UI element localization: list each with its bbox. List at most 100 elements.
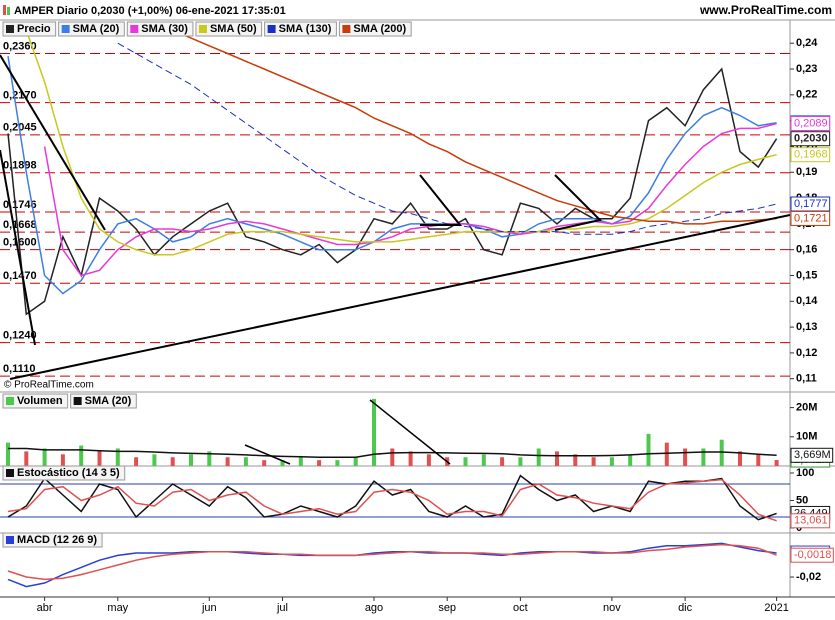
level-label: 0,1668 [3,219,37,231]
legend-box [2,532,103,548]
volume-bar [756,454,761,466]
legend-label: SMA (20) [73,23,120,35]
trend-line [419,174,463,226]
volume-bar [701,448,706,466]
series-line [7,543,777,581]
legend-box [264,21,337,37]
legend-label: SMA (20) [85,395,132,407]
volume-bar [317,460,322,466]
volume-bar [170,457,175,466]
logo [7,7,10,15]
volume-bar [152,454,157,466]
volume-bar [426,454,431,466]
level-label: 0,1600 [3,237,37,249]
last-value-label: 13,061 [794,515,828,527]
y-tick-label: 0,23 [796,63,817,75]
last-value-box [790,447,834,463]
series-line [7,542,777,588]
volume-bar [628,454,633,466]
legend-swatch [130,25,139,33]
volume-bar [591,457,596,466]
y-tick-label: 10M [796,431,817,443]
series-line [7,55,777,295]
legend-box [126,21,194,37]
last-value-label: 0,1721 [794,212,828,224]
volume-bar [408,451,413,466]
volume-bar [738,451,742,466]
legend-swatch [267,25,276,33]
last-value-box [790,210,831,226]
y-tick-label: 100 [796,467,814,479]
legend-swatch [6,397,14,405]
series-line [8,447,777,458]
header-site: www.ProRealTime.com [699,3,832,17]
series-line [7,474,777,521]
volume-bar [463,457,468,466]
last-value-label: 0,2030 [794,133,828,145]
volume-bar [24,451,29,466]
y-tick-label: 0,13 [796,321,817,333]
volume-bar [683,448,688,466]
trend-line [0,149,36,346]
y-tick-label: 0,12 [796,347,817,359]
volume-bar [262,460,267,466]
volume-bar [60,454,65,466]
volume-bar [97,451,102,466]
legend-label: SMA (30) [141,23,188,35]
x-tick-label: may [107,602,128,614]
volume-bar [353,457,358,466]
volume-bar [481,454,486,466]
x-tick-label: oct [513,602,528,614]
legend-box [2,393,69,409]
y-tick-label: 0,11 [796,373,817,385]
volume-bar [390,448,395,466]
volume-bar [500,457,505,466]
legend-box [2,465,126,481]
volume-bar [243,457,248,466]
series-line [25,30,777,256]
last-value-label: 0,2089 [794,117,828,129]
y-tick-label: 50 [796,494,808,506]
y-tick-label: 0,22 [796,89,817,101]
legend-label: Estocástico (14 3 5) [17,467,120,479]
x-tick-label: 2021 [764,602,788,614]
volume-bar [225,457,230,466]
legend-label: SMA (130) [279,23,332,35]
trend-line [369,399,451,465]
x-tick-label: jun [201,602,217,614]
series-line [7,67,778,316]
volume-bar [664,442,669,466]
last-value-label: 0,1777 [794,198,828,210]
legend-box [70,393,137,409]
volume-bar [372,398,376,466]
level-label: 0,2360 [3,40,37,52]
last-value-label: 0,1968 [794,149,828,161]
series-line [154,21,777,225]
legend-box [195,21,263,37]
x-tick-label: ago [365,602,383,614]
legend-swatch [6,469,14,477]
legend-label: SMA (50) [210,23,257,35]
legend-swatch [6,25,14,33]
volume-bar [555,451,559,466]
level-label: 0,1240 [3,329,37,341]
level-label: 0,1898 [3,160,37,172]
volume-bar [6,442,10,466]
legend-swatch [6,536,14,544]
level-label: 0,1110 [3,363,35,375]
trend-line [554,174,602,231]
legend-swatch [61,25,70,33]
plots: abr may jun jul ago sep oct nov dic 2021 0,24 0,23 0… [0,21,834,614]
trend-line [9,214,791,380]
y-tick-label: 0,16 [796,244,817,256]
copyright: © ProRealTime.com [4,380,94,391]
legend-label: SMA (200) [353,23,406,35]
legend-swatch [342,25,351,33]
last-value-box [790,131,831,147]
legend-label: Volumen [17,395,63,407]
series-line [43,122,777,277]
level-label: 0,1470 [3,270,37,282]
last-value-box [790,115,831,131]
